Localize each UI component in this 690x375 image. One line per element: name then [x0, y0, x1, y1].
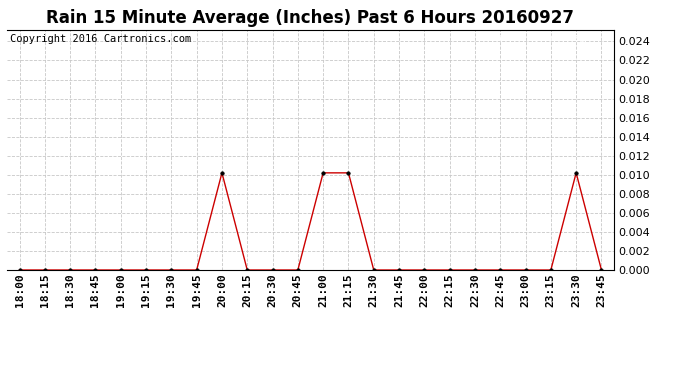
Text: Copyright 2016 Cartronics.com: Copyright 2016 Cartronics.com — [10, 34, 191, 44]
Title: Rain 15 Minute Average (Inches) Past 6 Hours 20160927: Rain 15 Minute Average (Inches) Past 6 H… — [46, 9, 575, 27]
